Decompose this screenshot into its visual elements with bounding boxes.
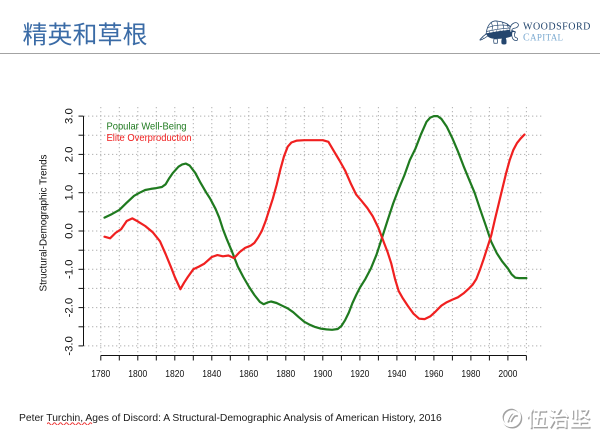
svg-text:1980: 1980 <box>461 369 480 380</box>
svg-text:2000: 2000 <box>498 369 517 380</box>
svg-text:1860: 1860 <box>239 369 258 380</box>
svg-text:1960: 1960 <box>424 369 443 380</box>
svg-text:1780: 1780 <box>91 369 110 380</box>
svg-text:-3.0: -3.0 <box>63 336 75 355</box>
svg-text:0.0: 0.0 <box>63 223 75 239</box>
svg-text:1900: 1900 <box>313 369 332 380</box>
svg-text:1820: 1820 <box>165 369 184 380</box>
svg-text:1880: 1880 <box>276 369 295 380</box>
svg-text:1940: 1940 <box>387 369 406 380</box>
svg-text:-2.0: -2.0 <box>63 298 75 317</box>
svg-text:Structural-Demographic Trends: Structural-Demographic Trends <box>37 155 49 292</box>
svg-text:Elite Overproduction: Elite Overproduction <box>107 133 192 144</box>
svg-text:1800: 1800 <box>128 369 147 380</box>
svg-text:1.0: 1.0 <box>63 185 75 201</box>
svg-text:1840: 1840 <box>202 369 221 380</box>
svg-text:3.0: 3.0 <box>63 108 75 124</box>
svg-text:-1.0: -1.0 <box>63 260 75 279</box>
svg-text:CAPITAL: CAPITAL <box>523 32 563 43</box>
svg-text:1920: 1920 <box>350 369 369 380</box>
svg-text:Popular Well-Being: Popular Well-Being <box>107 121 187 132</box>
svg-text:2.0: 2.0 <box>63 147 75 163</box>
svg-text:WOODSFORD: WOODSFORD <box>523 21 591 32</box>
